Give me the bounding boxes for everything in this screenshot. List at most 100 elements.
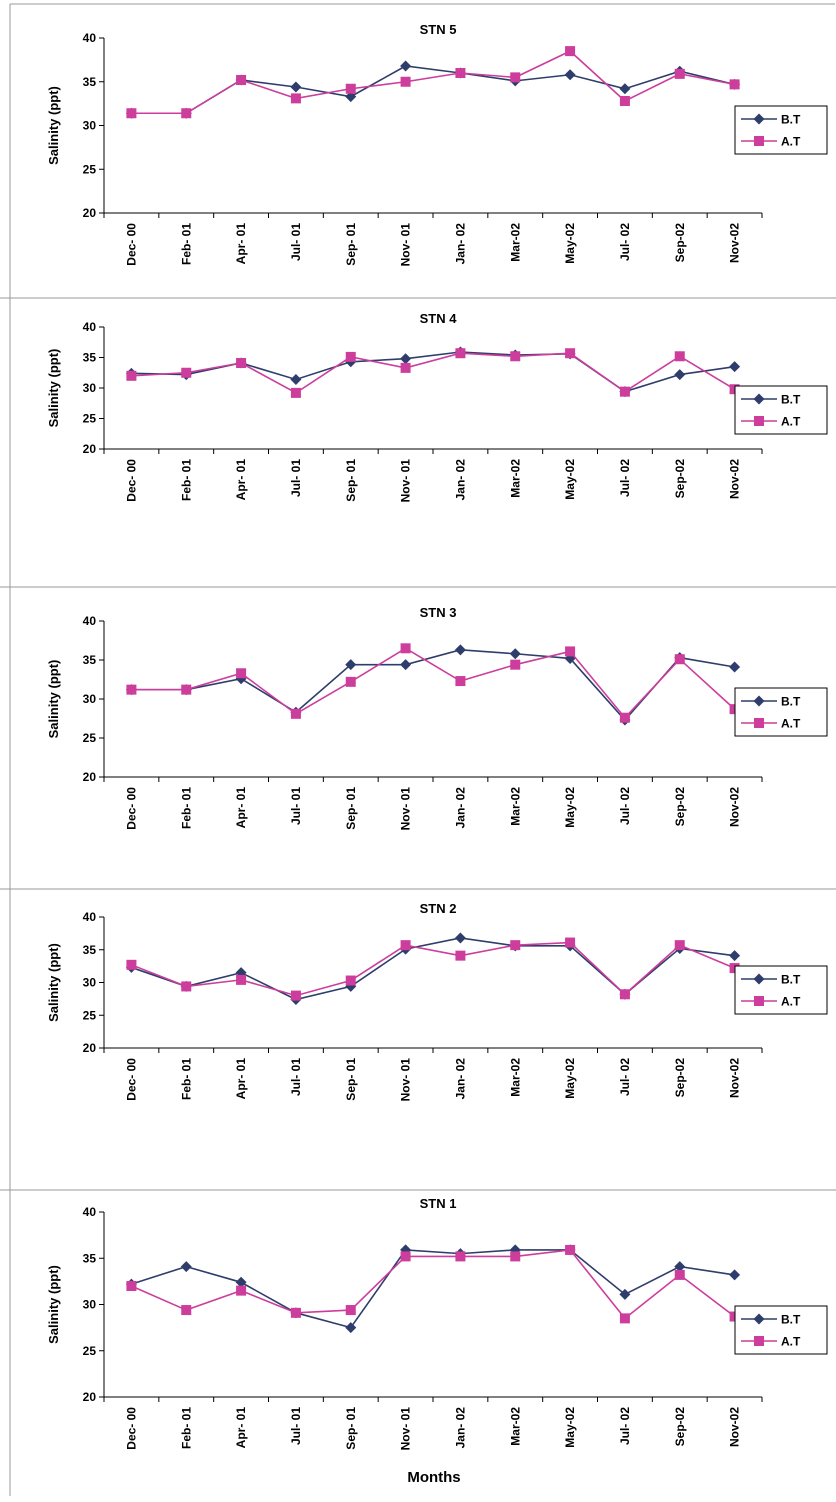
x-tick-label: Sep-02 <box>673 223 687 263</box>
data-point <box>400 362 411 373</box>
x-tick-label: Apr- 01 <box>234 223 248 265</box>
x-tick-label: Sep-02 <box>673 1058 687 1098</box>
legend: B.T A.T <box>734 385 828 435</box>
y-tick-label: 30 <box>83 119 97 133</box>
legend-label: B.T <box>781 113 801 127</box>
legend: B.T A.T <box>734 687 828 737</box>
data-point <box>345 975 356 986</box>
legend-marker <box>754 718 764 728</box>
x-tick-label: Sep-02 <box>673 787 687 827</box>
x-tick-label: Nov-02 <box>728 1058 742 1098</box>
data-point <box>455 348 466 359</box>
x-axis-label: Months <box>407 1469 460 1486</box>
data-point <box>564 69 576 81</box>
data-point <box>290 990 301 1001</box>
legend-label: A.T <box>781 995 801 1009</box>
x-tick-label: Nov-02 <box>728 1407 742 1447</box>
data-point <box>455 950 466 961</box>
data-point <box>619 1288 631 1300</box>
legend: B.T A.T <box>734 965 828 1015</box>
x-tick-label: Jan- 02 <box>453 1407 467 1449</box>
data-point <box>400 643 411 654</box>
data-point <box>619 989 630 1000</box>
legend-marker <box>754 136 764 146</box>
data-point <box>729 361 741 373</box>
y-tick-label: 35 <box>83 75 97 89</box>
x-tick-label: Mar-02 <box>508 1407 522 1446</box>
y-tick-label: 20 <box>83 770 97 784</box>
legend-box <box>734 1305 828 1355</box>
x-tick-label: Apr- 01 <box>234 459 248 501</box>
x-tick-label: Sep-02 <box>673 459 687 499</box>
data-point <box>181 684 192 695</box>
x-tick-label: Jul- 01 <box>289 787 303 825</box>
legend-box <box>734 687 828 737</box>
legend-box <box>734 385 828 435</box>
series-line-A.T <box>131 647 736 719</box>
series-line-A.T <box>131 50 735 115</box>
legend-label: A.T <box>781 415 801 429</box>
data-point <box>510 72 521 83</box>
y-tick-label: 25 <box>83 731 97 745</box>
legend-marker <box>753 393 765 405</box>
series-line-B.T <box>131 351 735 393</box>
data-point <box>345 1322 357 1334</box>
data-point <box>126 108 137 119</box>
data-point <box>729 661 741 673</box>
x-tick-label: Apr- 01 <box>234 1058 248 1100</box>
legend-marker <box>753 973 765 985</box>
data-point <box>674 940 685 951</box>
data-point <box>345 351 356 362</box>
data-point <box>126 1281 137 1291</box>
legend-marker <box>753 1313 765 1325</box>
x-tick-label: Mar-02 <box>508 223 522 262</box>
y-axis-label: Salinity (ppt) <box>46 349 61 428</box>
series-line-B.T <box>131 649 735 722</box>
chart-panel-1: STN 5 20 25 30 35 40 Dec- 00 Feb- 01 Apr- 01 Jul-… <box>46 22 828 267</box>
x-tick-label: Jan- 02 <box>453 787 467 829</box>
x-tick-label: May-02 <box>563 1058 577 1099</box>
data-point <box>729 950 741 962</box>
x-tick-label: Sep- 01 <box>344 1058 358 1101</box>
chart-title: STN 1 <box>420 1196 457 1211</box>
legend: B.T A.T <box>734 105 828 155</box>
x-tick-label: Jul- 01 <box>289 1058 303 1096</box>
data-point <box>565 646 576 657</box>
y-tick-label: 25 <box>83 412 97 426</box>
data-point <box>236 668 247 679</box>
x-tick-label: Dec- 00 <box>124 223 138 266</box>
x-tick-label: Nov- 01 <box>399 459 413 503</box>
chart-title: STN 3 <box>420 605 457 620</box>
data-point <box>181 981 192 992</box>
data-point <box>454 932 466 944</box>
x-tick-label: Nov- 01 <box>399 223 413 267</box>
x-tick-label: Apr- 01 <box>234 787 248 829</box>
x-tick-label: Jul- 01 <box>289 1407 303 1445</box>
data-point <box>290 373 302 385</box>
data-point <box>674 1269 685 1280</box>
data-point <box>181 108 192 119</box>
data-point <box>290 1307 301 1318</box>
data-point <box>455 676 466 687</box>
data-point <box>674 1261 686 1273</box>
legend-marker <box>754 416 764 426</box>
y-tick-label: 35 <box>83 943 97 957</box>
y-tick-label: 20 <box>83 1041 97 1055</box>
chart-title: STN 2 <box>420 901 457 916</box>
x-tick-label: Sep- 01 <box>344 1407 358 1450</box>
data-point <box>565 1244 576 1255</box>
series-line-B.T <box>131 1249 735 1329</box>
y-tick-label: 20 <box>83 206 97 220</box>
data-point <box>454 644 466 656</box>
data-point <box>345 91 357 103</box>
x-tick-label: Jul- 02 <box>618 787 632 825</box>
legend-label: B.T <box>781 695 801 709</box>
x-tick-label: Sep- 01 <box>344 459 358 502</box>
y-tick-label: 40 <box>83 320 97 334</box>
data-point <box>619 1313 630 1324</box>
series-line-A.T <box>131 352 735 394</box>
data-point <box>236 357 247 368</box>
y-tick-label: 25 <box>83 1344 97 1358</box>
data-point <box>181 1305 192 1316</box>
y-axis-label: Salinity (ppt) <box>46 943 61 1022</box>
